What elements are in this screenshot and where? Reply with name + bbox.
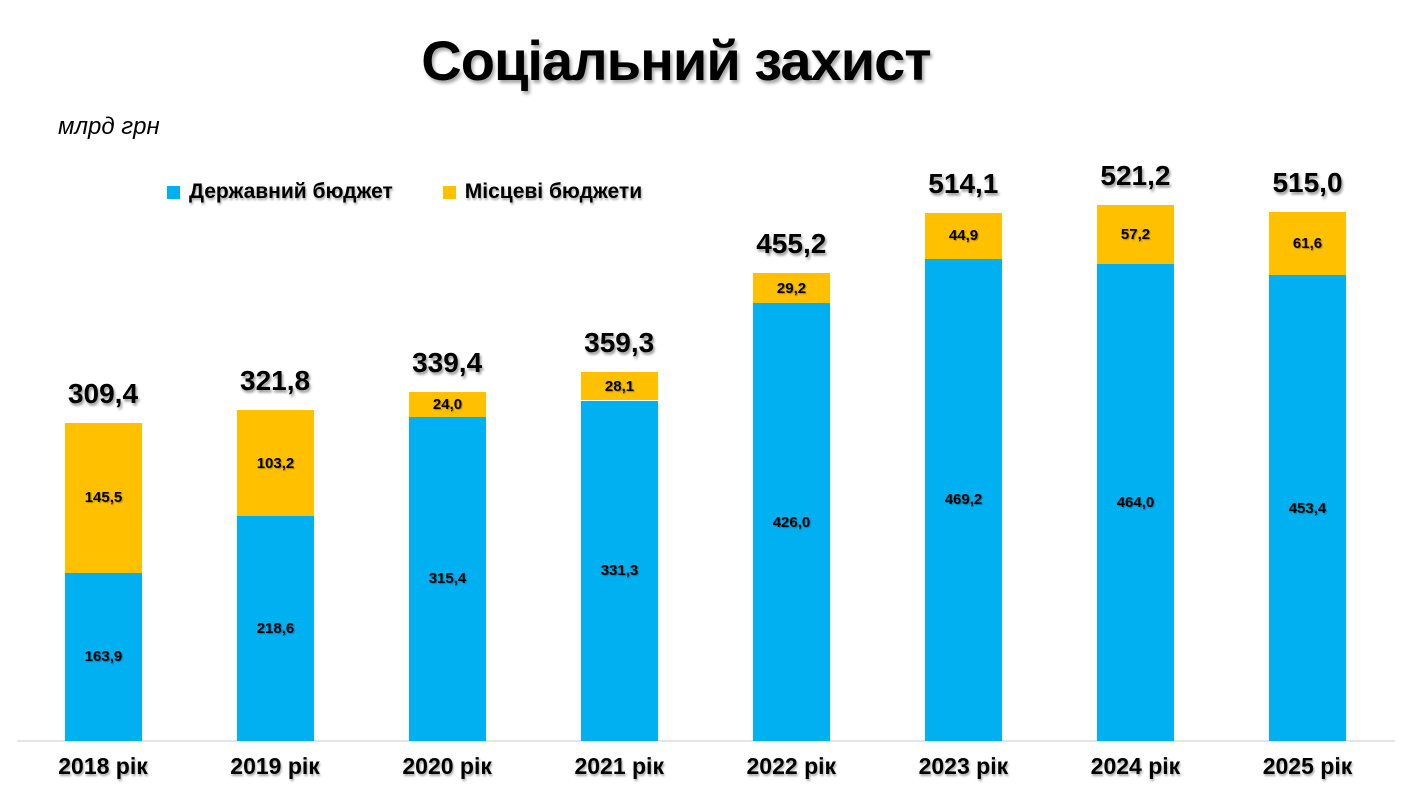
state-budget-segment: 464,0 xyxy=(1097,264,1174,741)
state-budget-segment: 331,3 xyxy=(581,400,658,741)
year-label: 2022 рік xyxy=(746,753,837,779)
legend: Державний бюджет Місцеві бюджети xyxy=(167,180,642,204)
units-label: млрд грн xyxy=(58,113,160,140)
state-budget-value-label: 331,3 xyxy=(600,562,639,580)
legend-label-local-budgets: Місцеві бюджети xyxy=(464,180,643,203)
total-value-label: 309,4 xyxy=(67,378,139,409)
state-budget-segment: 218,6 xyxy=(237,516,314,741)
year-label: 2025 рік xyxy=(1262,753,1353,779)
state-budget-segment: 426,0 xyxy=(753,303,830,741)
total-value-label: 455,2 xyxy=(756,228,827,260)
local-budget-segment: 44,9 xyxy=(925,212,1002,259)
local-budget-value-label: 61,6 xyxy=(1292,234,1323,252)
state-budget-segment: 163,9 xyxy=(65,572,142,741)
legend-item-local-budgets: Місцеві бюджети xyxy=(442,180,643,204)
local-budget-value-label: 103,2 xyxy=(256,454,295,472)
local-budget-value-label: 57,2 xyxy=(1120,226,1151,244)
state-budget-value-label: 218,6 xyxy=(256,620,295,638)
local-budget-segment: 24,0 xyxy=(409,392,486,417)
legend-swatch-local-budgets xyxy=(442,185,456,199)
total-value-label: 359,3 xyxy=(584,326,655,358)
year-label: 2020 рік xyxy=(402,753,492,779)
total-value-label: 339,4 xyxy=(412,347,483,379)
state-budget-value-label: 469,2 xyxy=(944,491,983,509)
local-budget-value-label: 24,0 xyxy=(432,396,463,414)
local-budget-value-label: 44,9 xyxy=(948,227,979,245)
total-value-label: 514,1 xyxy=(928,167,999,199)
legend-label-state-budget: Державний бюджет xyxy=(189,180,393,203)
state-budget-segment: 453,4 xyxy=(1269,275,1346,741)
chart-title: Соціальний захист xyxy=(421,29,931,92)
x-axis-line xyxy=(17,740,1395,742)
local-budget-segment: 61,6 xyxy=(1269,211,1346,275)
state-budget-value-label: 453,4 xyxy=(1288,499,1327,517)
year-label: 2021 рік xyxy=(574,753,664,779)
local-budget-segment: 103,2 xyxy=(237,410,314,517)
total-value-label: 515,0 xyxy=(1272,166,1343,198)
legend-swatch-state-budget xyxy=(167,185,180,199)
local-budget-segment: 57,2 xyxy=(1097,205,1174,265)
local-budget-segment: 145,5 xyxy=(65,423,142,573)
state-budget-segment: 469,2 xyxy=(925,258,1002,741)
local-budget-value-label: 145,5 xyxy=(84,489,123,507)
total-value-label: 321,8 xyxy=(240,365,311,397)
local-budget-value-label: 29,2 xyxy=(776,279,807,297)
total-value-label: 521,2 xyxy=(1100,160,1171,192)
year-label: 2019 рік xyxy=(230,753,320,779)
year-label: 2024 рік xyxy=(1090,753,1181,779)
year-label: 2023 рік xyxy=(918,753,1009,779)
state-budget-segment: 315,4 xyxy=(409,416,486,741)
legend-item-state-budget: Державний бюджет xyxy=(167,180,393,204)
local-budget-segment: 29,2 xyxy=(753,273,830,304)
year-label: 2018 рік xyxy=(58,753,148,779)
state-budget-value-label: 464,0 xyxy=(1116,494,1155,512)
local-budget-value-label: 28,1 xyxy=(604,377,635,395)
state-budget-value-label: 163,9 xyxy=(84,648,123,666)
state-budget-value-label: 426,0 xyxy=(772,513,811,531)
local-budget-segment: 28,1 xyxy=(581,371,658,401)
state-budget-value-label: 315,4 xyxy=(428,570,467,588)
